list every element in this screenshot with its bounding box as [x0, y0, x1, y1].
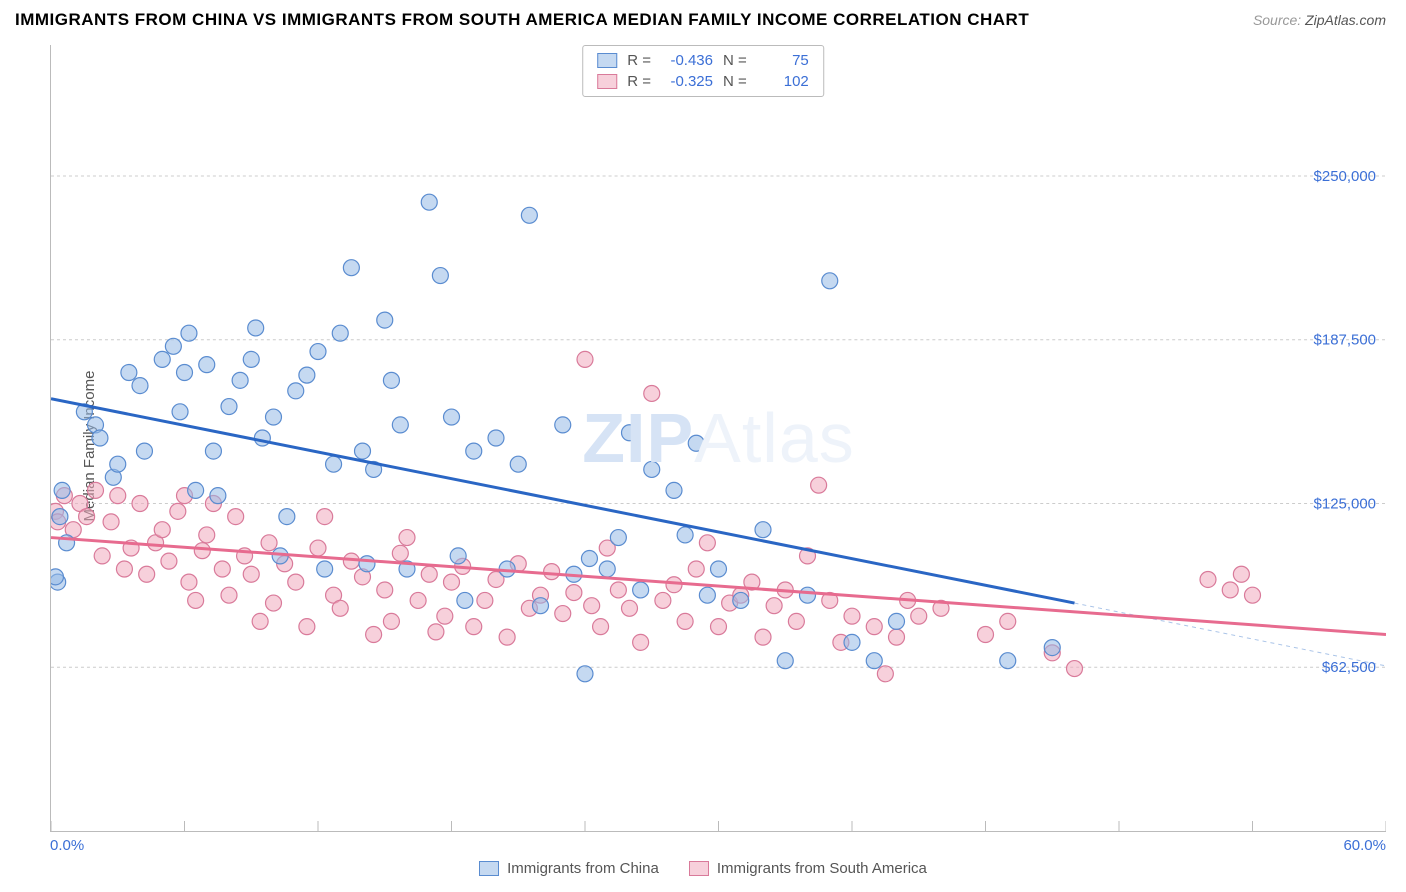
plot-area: ZIPAtlas $62,500$125,000$187,500$250,000	[50, 45, 1386, 832]
stat-r-label: R =	[627, 52, 651, 69]
x-axis-max-label: 60.0%	[1343, 837, 1386, 854]
legend-item-blue: Immigrants from China	[479, 860, 659, 877]
legend-pink-label: Immigrants from South America	[717, 860, 927, 877]
chart-title: IMMIGRANTS FROM CHINA VS IMMIGRANTS FROM…	[15, 10, 1029, 30]
swatch-blue-icon	[597, 53, 617, 68]
svg-text:$187,500: $187,500	[1314, 332, 1376, 349]
stat-n-label: N =	[723, 73, 747, 90]
source-value: ZipAtlas.com	[1305, 12, 1386, 28]
stat-r-label: R =	[627, 73, 651, 90]
svg-text:$125,000: $125,000	[1314, 495, 1376, 512]
stat-n-pink: 102	[757, 73, 809, 90]
x-axis-min-label: 0.0%	[50, 837, 84, 854]
swatch-pink-icon	[597, 74, 617, 89]
swatch-pink-icon	[689, 861, 709, 876]
svg-text:$250,000: $250,000	[1314, 168, 1376, 185]
correlation-stats-box: R = -0.436 N = 75 R = -0.325 N = 102	[582, 45, 824, 97]
legend-blue-label: Immigrants from China	[507, 860, 659, 877]
stat-n-blue: 75	[757, 52, 809, 69]
swatch-blue-icon	[479, 861, 499, 876]
stat-r-pink: -0.325	[661, 73, 713, 90]
stat-row-pink: R = -0.325 N = 102	[583, 71, 823, 92]
source-attribution: Source: ZipAtlas.com	[1253, 12, 1386, 28]
svg-text:$62,500: $62,500	[1322, 659, 1376, 676]
stat-r-blue: -0.436	[661, 52, 713, 69]
source-label: Source:	[1253, 12, 1301, 28]
bottom-legend: Immigrants from China Immigrants from So…	[0, 860, 1406, 877]
legend-item-pink: Immigrants from South America	[689, 860, 927, 877]
stat-n-label: N =	[723, 52, 747, 69]
stat-row-blue: R = -0.436 N = 75	[583, 50, 823, 71]
scatter-chart: $62,500 $125,000 $187,500 $250,000	[51, 45, 1386, 831]
